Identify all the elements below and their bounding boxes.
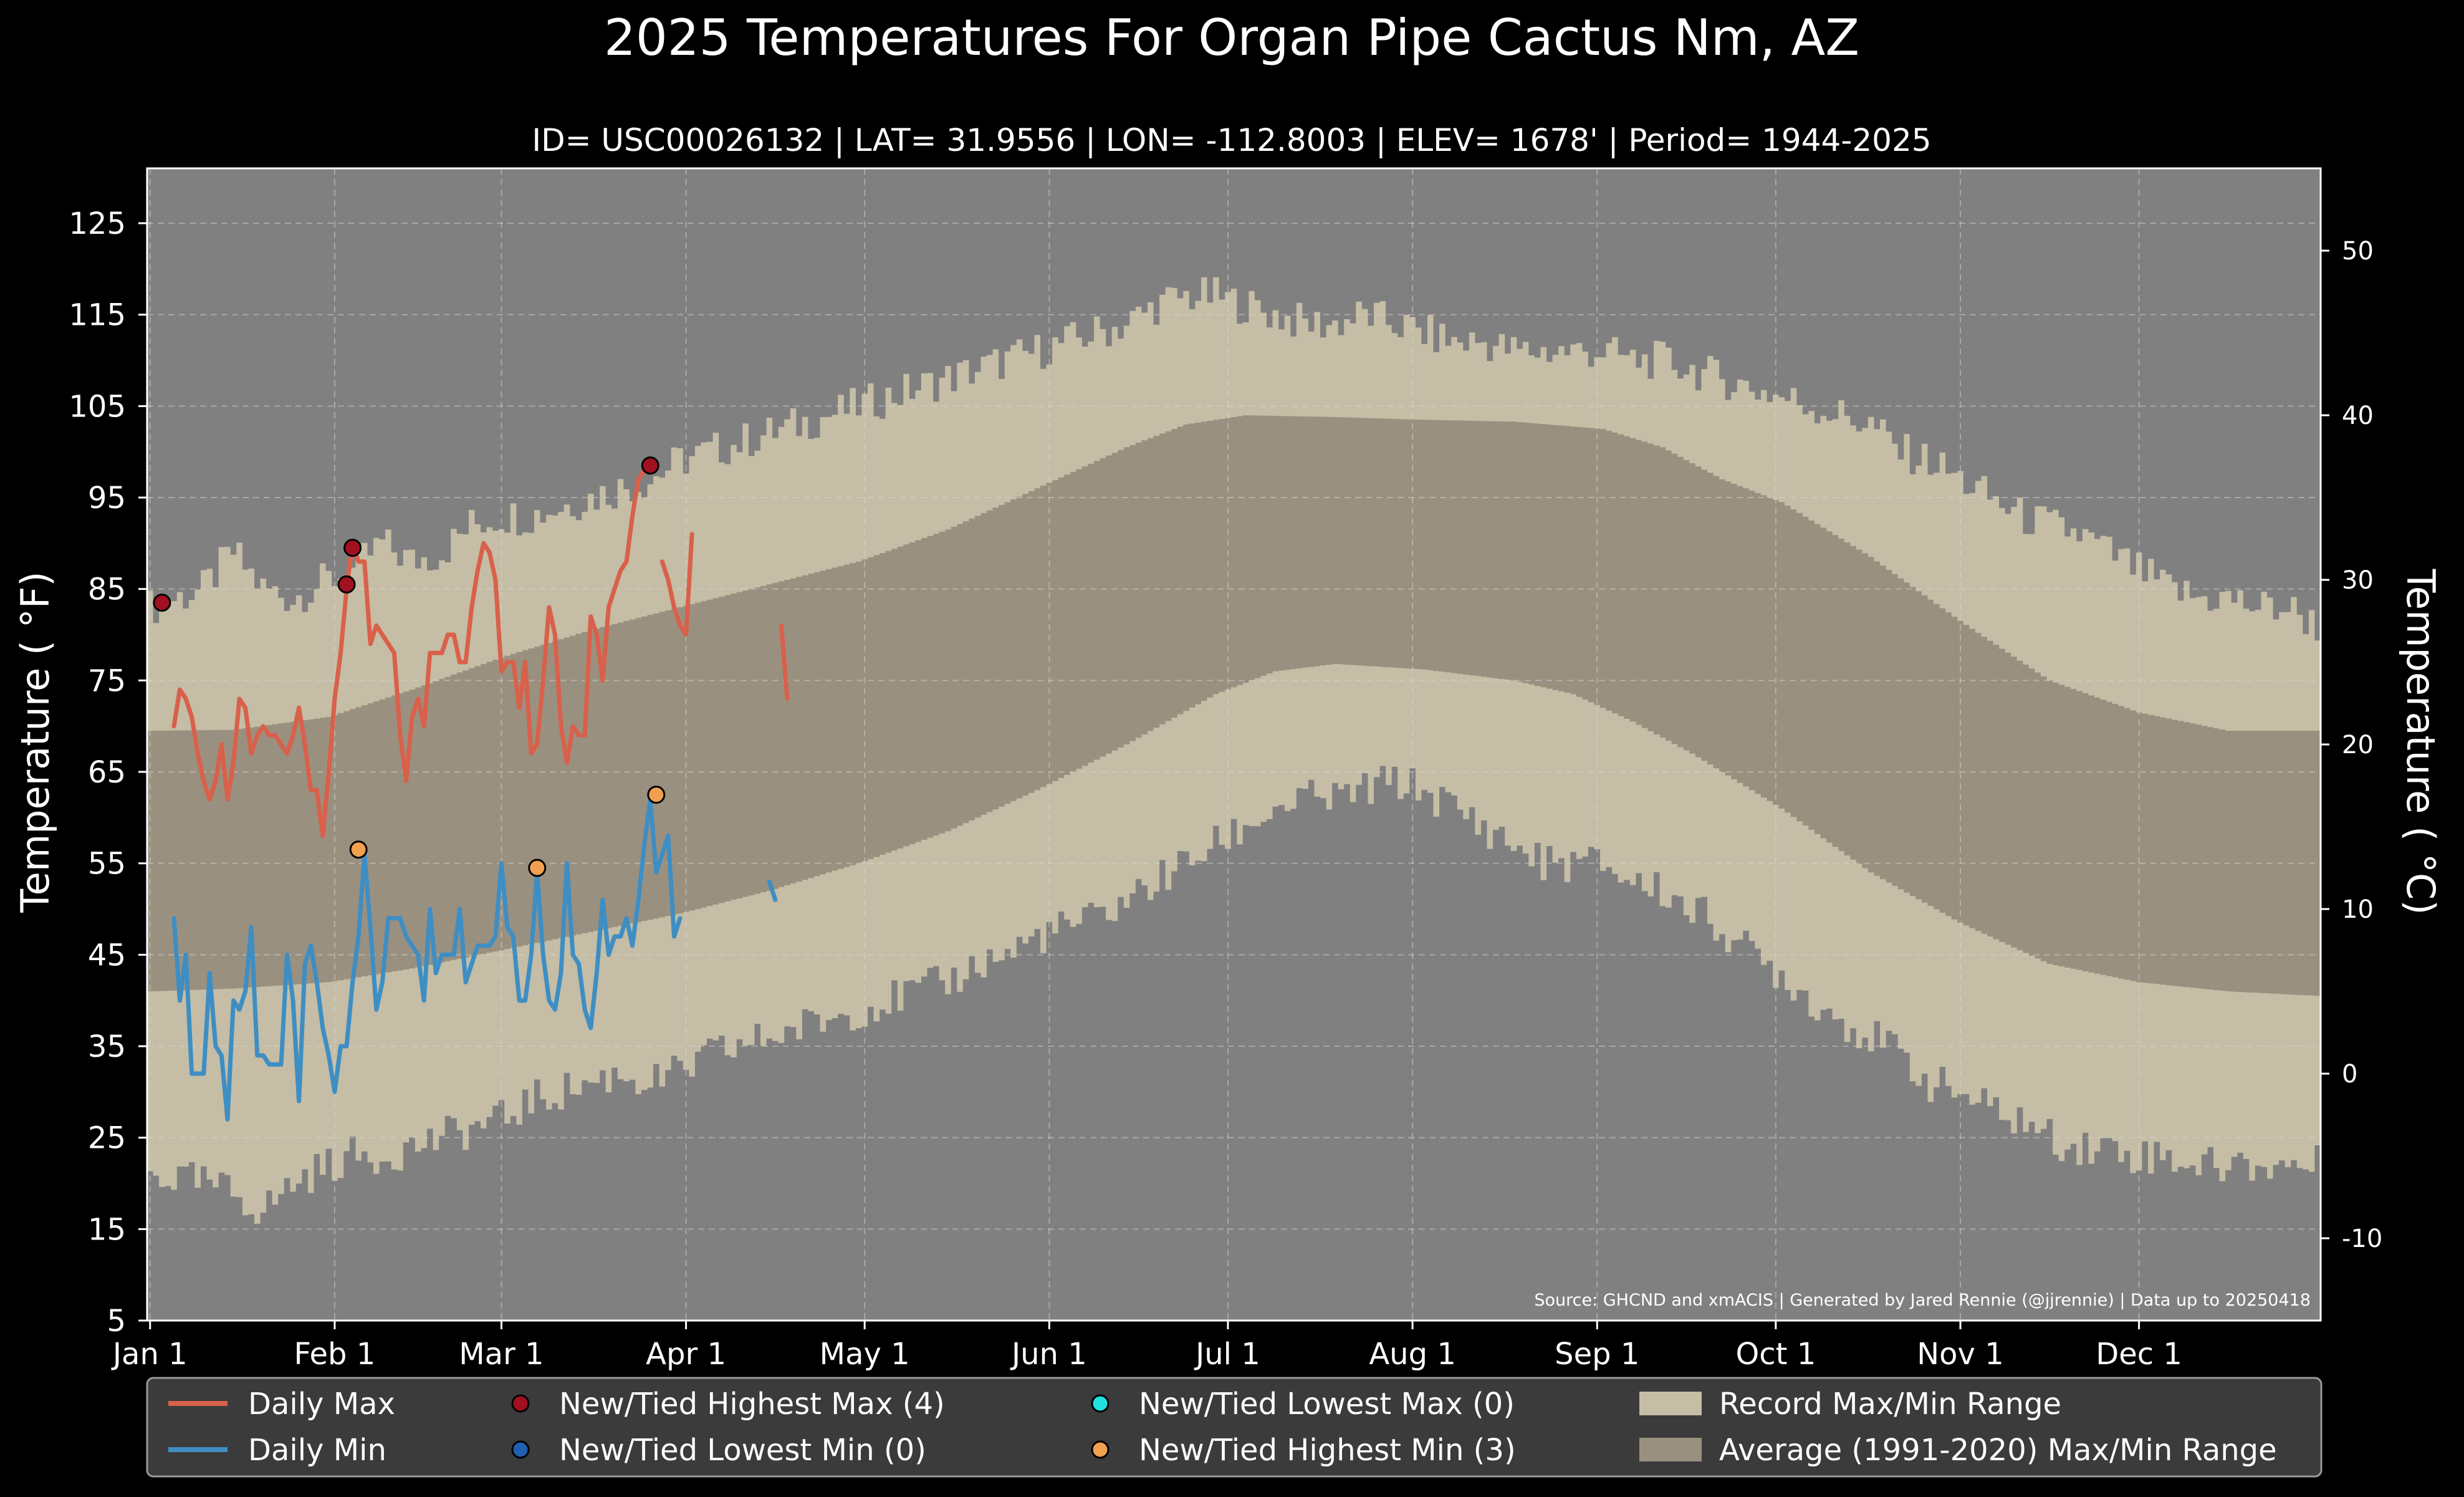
legend-box: [146, 1377, 2323, 1478]
y-axis-label: Temperature ( °F): [12, 571, 58, 913]
y-tick-label: 45: [88, 938, 126, 973]
legend-label-new-tied-highest-min-3: New/Tied Highest Min (3): [1139, 1433, 1516, 1468]
new-high-min-marker: [349, 840, 368, 859]
chart-subtitle: ID= USC00026132 | LAT= 31.9556 | LON= -1…: [532, 122, 1931, 158]
series-layer: [171, 458, 790, 1122]
x-tick-label: Mar 1: [459, 1337, 544, 1372]
x-tick-label: Aug 1: [1369, 1337, 1456, 1372]
legend: Daily Max Daily Min New/Tied Highest Max (…: [146, 1377, 2323, 1478]
y2-tick-label: 40: [2342, 402, 2374, 430]
daily-max-line: [171, 458, 653, 839]
y2-tick-label: -10: [2342, 1225, 2382, 1253]
legend-label-new-tied-lowest-min-0: New/Tied Lowest Min (0): [559, 1433, 926, 1468]
y-tick-label: 85: [88, 572, 126, 607]
legend-label-daily-max: Daily Max: [248, 1387, 395, 1422]
grid-lines: [147, 168, 2321, 1321]
new-high-min-marker: [647, 786, 666, 804]
y2-tick-label: 10: [2342, 895, 2374, 924]
x-tick-label: Jul 1: [1194, 1337, 1260, 1372]
x-axis: Jan 1 Feb 1 Mar 1 Apr 1 May 1 Jun 1 Jul 1 Aug 1…: [111, 1321, 2182, 1372]
y-tick-label: 5: [107, 1304, 126, 1339]
plot-area: Source: GHCND and xmACIS | Generated by …: [146, 167, 2322, 1322]
average-range-band: [147, 415, 2321, 996]
y-tick-label: 15: [88, 1212, 126, 1247]
legend-swatch-record-max-min-range: [1639, 1392, 1702, 1415]
legend-swatch-average-1991-2020-max-min-range: [1639, 1438, 1702, 1461]
legend-label-new-tied-lowest-max-0: New/Tied Lowest Max (0): [1139, 1387, 1515, 1422]
daily-min-line-segment-2: [767, 879, 778, 902]
y-tick-label: 55: [88, 847, 126, 882]
y2-tick-label: 20: [2342, 731, 2374, 759]
y-tick-label: 25: [88, 1121, 126, 1156]
marker-layer: [153, 456, 666, 877]
legend-swatch-new-tied-lowest-max-0: [1091, 1394, 1110, 1413]
legend-label-daily-min: Daily Min: [248, 1433, 386, 1468]
y-tick-label: 115: [69, 298, 126, 333]
x-tick-label: Feb 1: [294, 1337, 376, 1372]
y-axis-label-right: Temperature ( °C): [2398, 569, 2443, 915]
new-high-max-marker: [641, 456, 659, 475]
new-high-max-marker: [343, 539, 362, 557]
y-axis-right: -10 0 10 20 30 40 50: [2321, 237, 2382, 1253]
y2-tick-label: 30: [2342, 566, 2374, 595]
y-tick-label: 105: [69, 389, 126, 424]
daily-max-line-segment-2: [659, 532, 694, 637]
new-high-max-marker: [337, 575, 356, 594]
legend-swatch-new-tied-highest-min-3: [1091, 1440, 1110, 1459]
x-tick-label: Dec 1: [2096, 1337, 2182, 1372]
legend-swatch-new-tied-highest-max-4: [511, 1394, 530, 1413]
legend-label-record-max-min-range: Record Max/Min Range: [1719, 1387, 2061, 1422]
x-tick-label: Sep 1: [1555, 1337, 1639, 1372]
y-tick-label: 125: [69, 206, 126, 241]
legend-label-average-1991-2020-max-min-range: Average (1991-2020) Max/Min Range: [1719, 1433, 2277, 1468]
daily-max-line-segment-3: [779, 623, 790, 701]
x-tick-label: Jun 1: [1010, 1337, 1087, 1372]
new-high-min-marker: [528, 859, 547, 877]
x-tick-label: May 1: [820, 1337, 910, 1372]
daily-min-line: [171, 797, 683, 1122]
legend-swatch-new-tied-lowest-min-0: [511, 1440, 530, 1459]
x-tick-label: Apr 1: [646, 1337, 726, 1372]
source-note: Source: GHCND and xmACIS | Generated by …: [1534, 1291, 2311, 1310]
new-high-max-marker: [153, 594, 171, 612]
chart-title: 2025 Temperatures For Organ Pipe Cactus …: [604, 9, 1859, 67]
y2-tick-label: 50: [2342, 237, 2374, 266]
y-tick-label: 75: [88, 663, 126, 698]
x-tick-label: Oct 1: [1735, 1337, 1816, 1372]
y2-tick-label: 0: [2342, 1060, 2357, 1089]
y-tick-label: 65: [88, 755, 126, 790]
x-tick-label: Jan 1: [111, 1337, 188, 1372]
y-tick-label: 35: [88, 1029, 126, 1064]
y-axis-left: 5 15 25 35 45 55 65 75 85 95 105 115 125: [69, 206, 147, 1339]
legend-label-new-tied-highest-max-4: New/Tied Highest Max (4): [559, 1387, 945, 1422]
y-tick-label: 95: [88, 481, 126, 516]
x-tick-label: Nov 1: [1917, 1337, 2003, 1372]
